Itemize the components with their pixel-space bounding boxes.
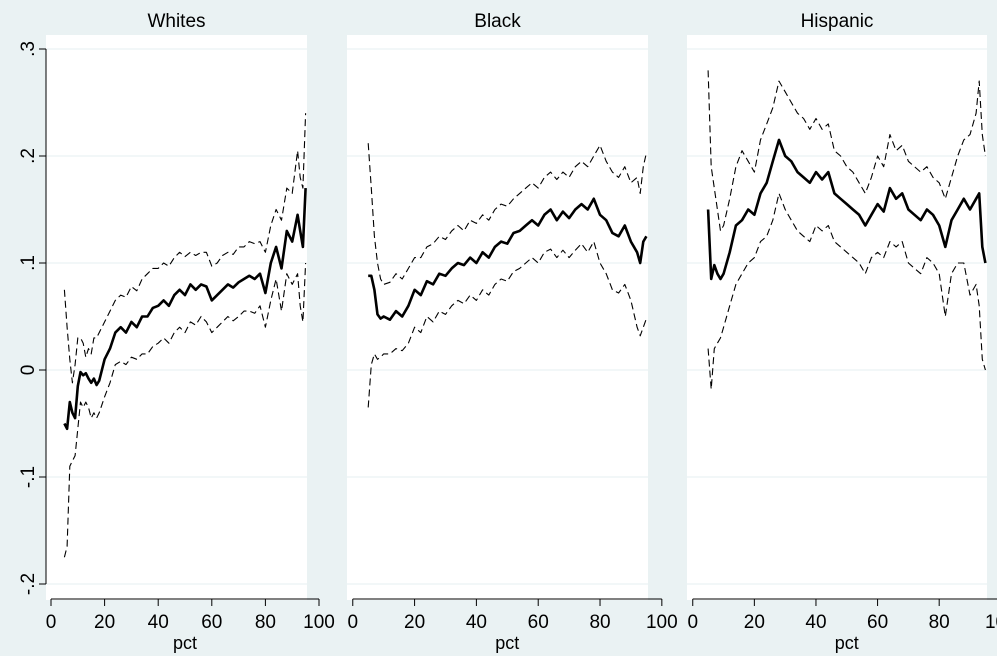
x-tick-label: 0	[687, 612, 698, 633]
panel-background	[687, 35, 987, 600]
x-tick-label: 60	[867, 612, 888, 633]
x-tick-label: 40	[148, 612, 169, 633]
x-tick-label: 20	[94, 612, 115, 633]
y-tick-label: -.1	[18, 466, 39, 488]
panel-whites: Whites 0 20 40 60 80 100 pct -.2 -.1 0 .1 .2 .3	[18, 11, 335, 653]
x-axis-label: pct	[495, 633, 519, 653]
y-tick-label: .1	[18, 255, 39, 271]
x-tick-label: 40	[805, 612, 826, 633]
y-tick-label: 0	[18, 365, 39, 376]
y-tick-label: .3	[18, 41, 39, 57]
estimate-line	[706, 138, 987, 281]
estimate-line	[63, 188, 307, 431]
confidence-band-line	[707, 192, 986, 390]
x-tick-label: 80	[589, 612, 610, 633]
x-tick-label: 20	[404, 612, 425, 633]
panel-black: Black 0 20 40 60 80 100 pct	[347, 11, 678, 653]
confidence-band-line	[367, 143, 647, 285]
panel-title: Whites	[147, 11, 205, 32]
x-tick-label: 40	[466, 612, 487, 633]
x-tick-label: 80	[255, 612, 276, 633]
panel-title: Hispanic	[801, 11, 874, 32]
x-tick-label: 80	[929, 612, 950, 633]
x-axis-label: pct	[835, 633, 859, 653]
x-tick-label: 0	[347, 612, 358, 633]
y-tick-label: .2	[18, 148, 39, 164]
y-tick-label: -.2	[18, 573, 39, 595]
x-tick-label: 100	[646, 612, 678, 633]
panel-title: Black	[474, 11, 521, 32]
x-tick-label: 60	[201, 612, 222, 633]
panel-hispanic: Hispanic 0 20 40 60 80 100 pct	[687, 11, 997, 653]
x-tick-label: 100	[303, 612, 335, 633]
confidence-band-line	[367, 241, 647, 408]
x-tick-label: 100	[985, 612, 997, 633]
x-tick-label: 0	[46, 612, 57, 633]
panel-background	[347, 35, 648, 600]
confidence-band-line	[707, 70, 986, 232]
confidence-band-line	[63, 262, 307, 558]
confidence-band-line	[63, 113, 307, 384]
x-axis-label: pct	[173, 633, 197, 653]
x-tick-label: 20	[744, 612, 765, 633]
panels-layer: Whites 0 20 40 60 80 100 pct -.2 -.1 0 .1 .2 .3 Black 0…	[18, 11, 997, 653]
x-tick-label: 60	[528, 612, 549, 633]
estimate-line	[368, 197, 648, 322]
